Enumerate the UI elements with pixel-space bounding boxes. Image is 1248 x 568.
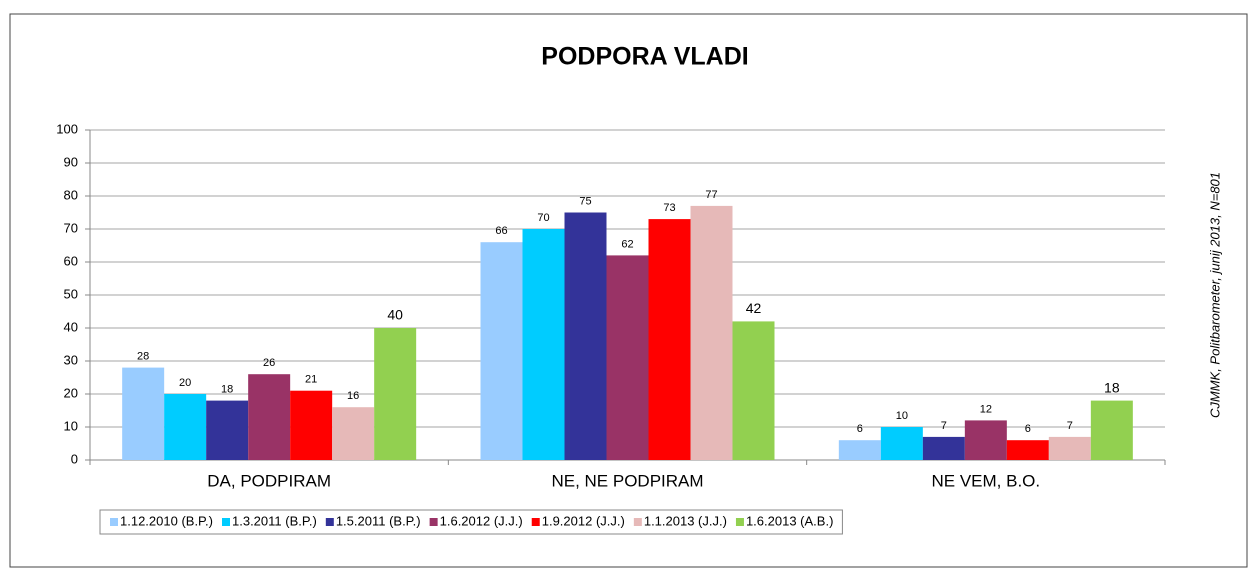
legend-swatch	[531, 518, 540, 526]
data-label: 42	[746, 300, 762, 316]
bar	[964, 420, 1007, 460]
bar	[606, 255, 649, 460]
data-label: 73	[663, 202, 675, 214]
data-label: 6	[1025, 423, 1031, 435]
bar	[290, 390, 333, 460]
y-tick-label: 10	[64, 418, 78, 433]
legend-swatch	[110, 518, 118, 526]
bar	[922, 436, 965, 460]
y-tick-label: 60	[64, 253, 78, 268]
legend-label: 1.9.2012 (J.J.)	[542, 513, 625, 528]
bar	[122, 367, 165, 460]
data-label: 66	[495, 225, 507, 237]
bar	[732, 321, 775, 460]
data-label: 62	[621, 238, 633, 250]
y-tick-label: 20	[64, 385, 78, 400]
chart-title: PODPORA VLADI	[541, 43, 748, 71]
y-tick-label: 70	[64, 220, 78, 235]
legend-swatch	[429, 518, 438, 526]
data-label: 21	[305, 374, 317, 386]
data-label: 16	[347, 390, 359, 402]
y-tick-label: 50	[64, 286, 78, 301]
data-label: 75	[579, 195, 591, 207]
bar	[1006, 440, 1049, 460]
bar	[480, 242, 523, 460]
bar	[648, 219, 691, 460]
data-label: 18	[221, 384, 233, 396]
data-label: 28	[137, 351, 149, 363]
data-label: 12	[980, 403, 992, 415]
data-label: 40	[387, 307, 403, 323]
legend-label: 1.6.2012 (J.J.)	[440, 513, 523, 528]
data-label: 7	[941, 420, 947, 432]
y-tick-label: 80	[64, 187, 78, 202]
bar	[838, 440, 881, 460]
bar	[1090, 400, 1133, 460]
source-annotation: CJMMK, Politbarometer, junij 2013, N=801	[1207, 172, 1222, 418]
bar	[522, 229, 565, 460]
bar	[1048, 436, 1091, 460]
y-tick-label: 40	[64, 319, 78, 334]
bar	[880, 427, 923, 460]
bar	[564, 212, 607, 460]
bar	[332, 407, 375, 460]
data-label: 26	[263, 357, 275, 369]
bar	[164, 394, 207, 460]
legend-label: 1.1.2013 (J.J.)	[644, 513, 727, 528]
legend-swatch	[222, 518, 230, 526]
bar	[206, 400, 249, 460]
bar	[690, 205, 733, 460]
data-label: 10	[896, 410, 908, 422]
y-tick-label: 90	[64, 154, 78, 169]
legend-label: 1.12.2010 (B.P.)	[120, 513, 213, 528]
legend-label: 1.5.2011 (B.P.)	[336, 513, 421, 528]
y-tick-label: 100	[56, 121, 78, 136]
bar	[374, 328, 417, 460]
x-tick-label: DA, PODPIRAM	[207, 471, 331, 490]
x-tick-label: NE VEM, B.O.	[932, 471, 1041, 490]
y-tick-label: 30	[64, 352, 78, 367]
bar	[248, 374, 291, 460]
data-label: 20	[179, 377, 191, 389]
data-label: 70	[537, 212, 549, 224]
data-label: 6	[857, 423, 863, 435]
legend-label: 1.3.2011 (B.P.)	[232, 513, 317, 528]
legend-swatch	[735, 518, 744, 526]
x-tick-label: NE, NE PODPIRAM	[551, 471, 703, 490]
legend-swatch	[325, 518, 334, 526]
data-label: 18	[1104, 379, 1120, 395]
legend-swatch	[633, 518, 642, 526]
data-label: 77	[705, 189, 717, 201]
data-label: 7	[1067, 420, 1073, 432]
y-tick-label: 0	[71, 451, 78, 466]
legend-label: 1.6.2013 (A.B.)	[746, 513, 833, 528]
